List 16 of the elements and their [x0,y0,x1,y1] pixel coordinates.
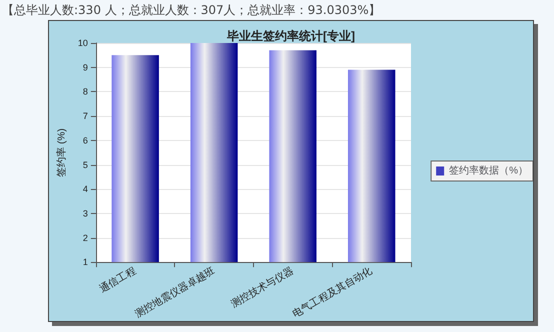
x-tick-label: 通信工程 [97,264,138,295]
y-tick-label: 8 [82,86,88,97]
y-tick-label: 6 [82,135,88,146]
y-tick-label: 7 [82,111,88,122]
y-tick-label: 2 [82,232,88,243]
y-tick-label: 1 [82,257,88,268]
y-tick-label: 9 [82,62,88,72]
y-axis-title: 签约率 (%) [56,128,68,177]
y-tick-label: 5 [82,160,88,170]
chart-title: 毕业生签约率统计[专业] [226,29,355,43]
y-tick-label: 4 [82,184,88,194]
legend-label: 签约率数据（%） [449,164,528,176]
y-tick-label: 3 [82,208,88,218]
text: 【总毕业人数:330 人；总就业人数：307人；总就业率：93.0303%】 [2,2,381,19]
x-tick-label: 测控技术与仪器 [228,264,296,310]
y-tick-label: 10 [78,38,88,48]
